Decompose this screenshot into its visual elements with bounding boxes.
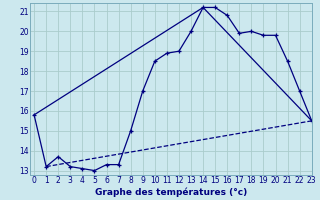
X-axis label: Graphe des températures (°c): Graphe des températures (°c) [95, 187, 247, 197]
